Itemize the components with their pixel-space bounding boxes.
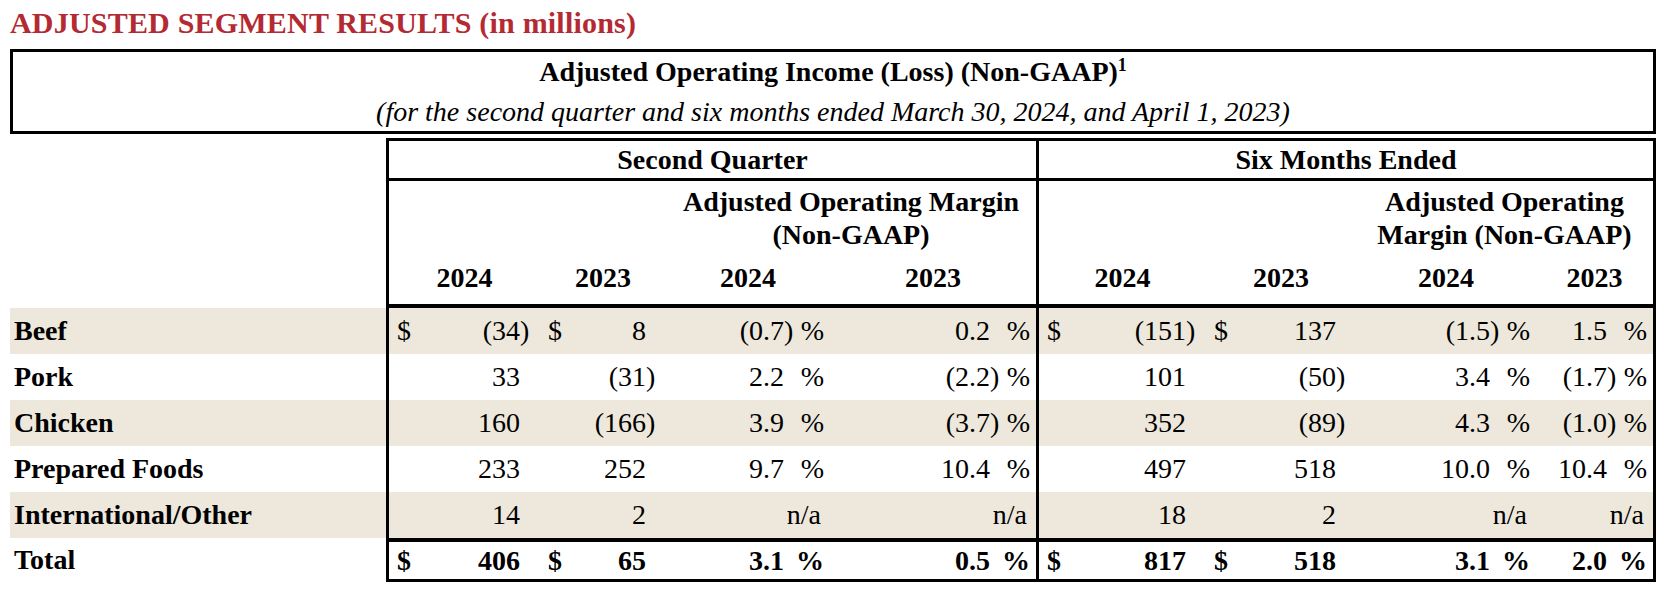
margin-cell: 0.2% [830, 308, 1036, 354]
amount-cell: 2 [1206, 492, 1356, 538]
margin-cell: 1.5% [1536, 308, 1656, 354]
amount-cell: $518 [1206, 538, 1356, 582]
amount-cell: $406 [386, 538, 540, 582]
row-label: Pork [10, 354, 386, 400]
period-header-second-quarter: Second Quarter [386, 138, 1036, 181]
table-title-box: Adjusted Operating Income (Loss) (Non-GA… [10, 49, 1656, 134]
row-label: Beef [10, 308, 386, 354]
year-header: 2024 [386, 251, 540, 308]
amount-cell: 518 [1206, 446, 1356, 492]
margin-cell: n/a [1356, 492, 1536, 538]
year-header: 2023 [540, 251, 666, 308]
year-header: 2023 [1206, 251, 1356, 308]
margin-cell: (3.7)% [830, 400, 1036, 446]
margin-cell: (1.5)% [1356, 308, 1536, 354]
margin-cell: 9.7% [666, 446, 830, 492]
year-header: 2023 [1536, 251, 1656, 308]
table-subtitle: (for the second quarter and six months e… [376, 96, 1290, 128]
margin-cell: (1.7)% [1536, 354, 1656, 400]
spacer-cell [1036, 181, 1356, 251]
page: ADJUSTED SEGMENT RESULTS (in millions) A… [0, 0, 1680, 582]
amount-cell: 101 [1036, 354, 1206, 400]
margin-header-second-quarter: Adjusted Operating Margin (Non-GAAP) [666, 181, 1036, 251]
footnote-reference: 1 [1118, 55, 1127, 75]
year-header: 2024 [666, 251, 830, 308]
amount-cell: 33 [386, 354, 540, 400]
table-title: Adjusted Operating Income (Loss) (Non-GA… [539, 55, 1127, 88]
amount-cell: $(34) [386, 308, 540, 354]
margin-cell: 0.5% [830, 538, 1036, 582]
segment-table: Second Quarter Six Months Ended Adjusted… [10, 138, 1656, 582]
amount-cell: 2 [540, 492, 666, 538]
amount-cell: (166) [540, 400, 666, 446]
row-label: Chicken [10, 400, 386, 446]
year-header: 2023 [830, 251, 1036, 308]
amount-cell: 18 [1036, 492, 1206, 538]
table-title-text: Adjusted Operating Income (Loss) (Non-GA… [539, 57, 1118, 88]
margin-cell: (0.7)% [666, 308, 830, 354]
row-label: International/Other [10, 492, 386, 538]
amount-cell: $(151) [1036, 308, 1206, 354]
margin-cell: 2.2% [666, 354, 830, 400]
margin-cell: n/a [666, 492, 830, 538]
amount-cell: $65 [540, 538, 666, 582]
margin-header-six-months: Adjusted Operating Margin (Non-GAAP) [1356, 181, 1656, 251]
margin-cell: 10.4% [830, 446, 1036, 492]
margin-cell: (2.2)% [830, 354, 1036, 400]
margin-cell: 3.9% [666, 400, 830, 446]
row-label: Total [10, 538, 386, 582]
margin-cell: 3.4% [1356, 354, 1536, 400]
margin-cell: n/a [1536, 492, 1656, 538]
amount-cell: (50) [1206, 354, 1356, 400]
margin-cell: 10.4% [1536, 446, 1656, 492]
amount-cell: $137 [1206, 308, 1356, 354]
amount-cell: $8 [540, 308, 666, 354]
margin-cell: n/a [830, 492, 1036, 538]
period-header-six-months: Six Months Ended [1036, 138, 1656, 181]
amount-cell: (31) [540, 354, 666, 400]
row-label: Prepared Foods [10, 446, 386, 492]
margin-cell: 2.0% [1536, 538, 1656, 582]
margin-cell: 10.0% [1356, 446, 1536, 492]
margin-cell: 4.3% [1356, 400, 1536, 446]
year-header: 2024 [1356, 251, 1536, 308]
margin-cell: (1.0)% [1536, 400, 1656, 446]
amount-cell: 252 [540, 446, 666, 492]
amount-cell: (89) [1206, 400, 1356, 446]
amount-cell: 160 [386, 400, 540, 446]
year-header: 2024 [1036, 251, 1206, 308]
amount-cell: 352 [1036, 400, 1206, 446]
amount-cell: 14 [386, 492, 540, 538]
margin-cell: 3.1% [666, 538, 830, 582]
amount-cell: 233 [386, 446, 540, 492]
amount-cell: $817 [1036, 538, 1206, 582]
page-title: ADJUSTED SEGMENT RESULTS (in millions) [10, 6, 1680, 40]
spacer-cell [386, 181, 666, 251]
margin-cell: 3.1% [1356, 538, 1536, 582]
amount-cell: 497 [1036, 446, 1206, 492]
